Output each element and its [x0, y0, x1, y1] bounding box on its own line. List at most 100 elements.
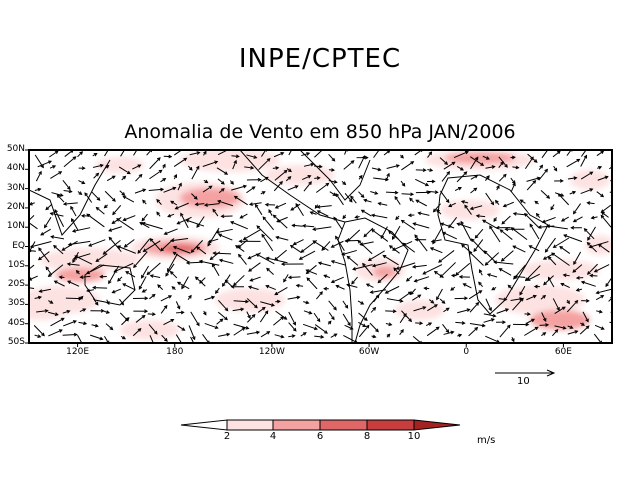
- wind-vector: [328, 168, 336, 172]
- wind-vector: [62, 202, 78, 206]
- wind-vector: [597, 243, 610, 253]
- wind-vector: [45, 266, 53, 276]
- wind-vector: [149, 157, 161, 170]
- wind-vector: [512, 165, 520, 170]
- wind-vector: [314, 150, 325, 158]
- wind-vector: [544, 237, 556, 253]
- wind-vector: [161, 334, 168, 342]
- wind-vector: [132, 296, 149, 301]
- wind-vector: [125, 271, 136, 278]
- wind-vector: [456, 171, 468, 183]
- wind-vector: [275, 235, 289, 241]
- wind-vector: [464, 204, 472, 215]
- wind-vector: [105, 323, 114, 331]
- wind-vector: [220, 214, 233, 219]
- wind-vector: [538, 168, 548, 181]
- wind-vector: [580, 188, 594, 195]
- lat-label: EQ: [12, 240, 25, 251]
- wind-vector: [218, 233, 233, 241]
- wind-vector: [454, 186, 462, 192]
- wind-vector: [74, 255, 93, 265]
- wind-vector: [330, 260, 346, 266]
- wind-vector: [482, 219, 498, 230]
- coastline-africa: [437, 174, 549, 315]
- wind-vector: [62, 309, 71, 314]
- shaded-region: [395, 300, 445, 320]
- wind-vector: [417, 211, 430, 216]
- wind-vector: [239, 213, 248, 219]
- wind-vector: [141, 213, 148, 222]
- wind-vectors: [29, 150, 612, 343]
- wind-vector: [430, 239, 442, 244]
- wind-vector: [496, 308, 510, 314]
- wind-vector: [86, 213, 105, 228]
- wind-vector: [358, 324, 370, 338]
- wind-vector: [116, 218, 134, 231]
- wind-vector: [469, 301, 480, 313]
- wind-vector: [148, 187, 165, 192]
- wind-vector: [483, 250, 497, 264]
- wind-vector: [123, 239, 135, 248]
- wind-vector: [550, 204, 555, 211]
- wind-vector: [169, 270, 178, 279]
- wind-vector: [300, 332, 307, 337]
- wind-vector: [37, 160, 53, 168]
- wind-vector: [172, 245, 191, 254]
- wind-vector: [34, 295, 42, 300]
- wind-vector: [188, 325, 196, 341]
- wind-vector: [441, 231, 458, 240]
- wind-vector: [244, 165, 255, 170]
- wind-vector: [401, 192, 415, 197]
- wind-vector: [218, 332, 231, 337]
- wind-vector: [400, 154, 404, 159]
- wind-vector: [122, 195, 135, 203]
- wind-vector: [559, 245, 571, 254]
- reference-vector: [495, 369, 556, 377]
- wind-vector: [439, 157, 449, 166]
- wind-vector: [423, 286, 430, 291]
- wind-vector: [501, 215, 511, 225]
- wind-vector: [567, 176, 578, 180]
- wind-vector: [132, 164, 142, 170]
- wind-vector: [116, 245, 136, 254]
- wind-vector: [328, 179, 338, 184]
- wind-vector: [274, 202, 287, 209]
- wind-vector: [346, 283, 358, 288]
- lat-label: 10S: [7, 259, 25, 270]
- wind-vector: [443, 307, 450, 313]
- wind-vector: [133, 309, 149, 314]
- wind-vector: [246, 311, 251, 319]
- wind-vector: [64, 150, 74, 157]
- wind-vector: [358, 174, 363, 180]
- wind-vector: [343, 335, 358, 343]
- wind-vector: [433, 270, 444, 279]
- wind-vector: [498, 161, 504, 169]
- wind-vector: [170, 238, 189, 243]
- wind-vector: [330, 276, 344, 284]
- wind-vector: [312, 240, 329, 251]
- wind-vector: [507, 284, 513, 290]
- wind-vector: [323, 274, 331, 279]
- wind-vector: [316, 291, 323, 300]
- wind-vector: [203, 310, 207, 316]
- shaded-region: [215, 288, 285, 312]
- wind-vector: [29, 201, 35, 206]
- wind-vector: [317, 261, 331, 267]
- wind-vector: [265, 256, 288, 264]
- wind-vector: [215, 287, 220, 294]
- wind-vector: [429, 299, 435, 304]
- wind-vector: [596, 309, 603, 314]
- wind-vector: [171, 286, 176, 291]
- wind-vector: [395, 215, 400, 221]
- wind-vector: [426, 190, 439, 195]
- wind-vector: [357, 239, 373, 255]
- wind-vector: [385, 309, 397, 314]
- wind-vector: [600, 214, 612, 228]
- wind-vector: [288, 311, 296, 326]
- wind-vector: [450, 286, 456, 291]
- wind-vector: [552, 298, 560, 312]
- wind-vector: [95, 206, 105, 215]
- wind-vector: [554, 325, 567, 330]
- wind-vector: [560, 216, 569, 222]
- wind-vector: [313, 164, 323, 169]
